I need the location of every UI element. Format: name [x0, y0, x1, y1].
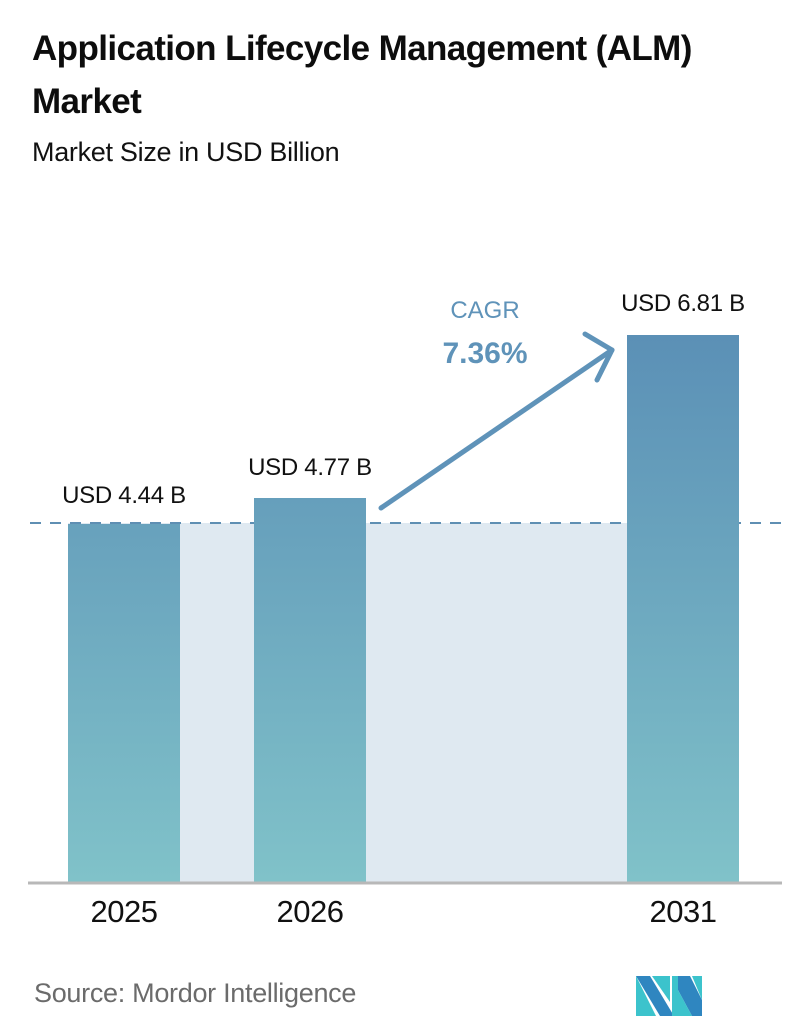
cagr-value: 7.36%	[442, 337, 528, 370]
source-text: Source: Mordor Intelligence	[34, 978, 357, 1008]
mordor-intelligence-logo-icon	[636, 976, 702, 1016]
cagr-arrow-icon	[378, 331, 615, 511]
bar-2031	[627, 335, 739, 882]
bar-label-2031: USD 6.81 B	[621, 290, 745, 317]
bar-2026	[254, 498, 366, 882]
x-tick-2026: 2026	[276, 894, 344, 929]
bar-label-2026: USD 4.77 B	[248, 454, 372, 481]
chart-title: Application Lifecycle Management (ALM) M…	[32, 29, 692, 121]
x-tick-2031: 2031	[649, 894, 717, 929]
bar-label-2025: USD 4.44 B	[62, 482, 186, 509]
chart-subtitle: Market Size in USD Billion	[32, 137, 340, 167]
cagr-label: CAGR	[450, 297, 520, 324]
x-tick-2025: 2025	[90, 894, 158, 929]
